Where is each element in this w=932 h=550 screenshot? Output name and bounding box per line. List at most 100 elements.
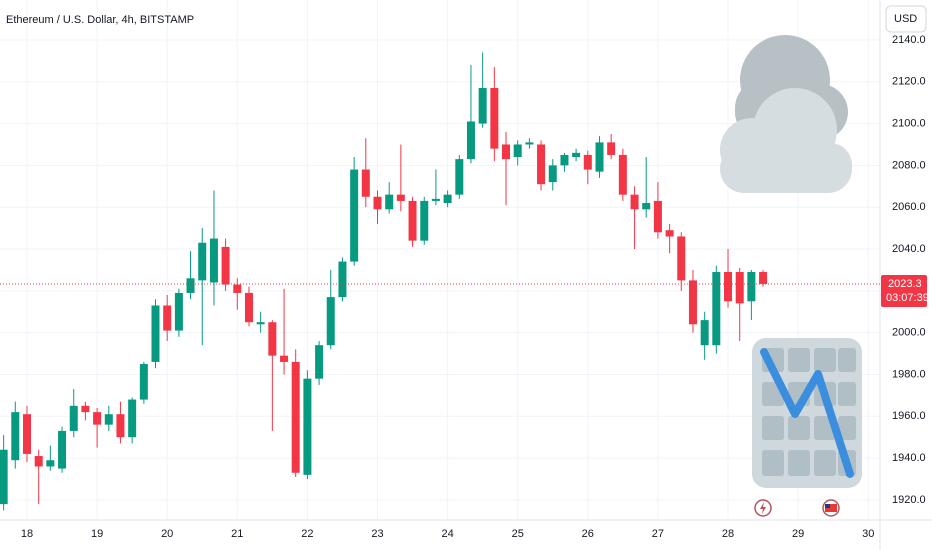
y-tick-label: 2140.0 xyxy=(892,34,926,46)
candle-body xyxy=(34,456,43,467)
x-tick-label: 20 xyxy=(161,528,173,540)
x-tick-label: 21 xyxy=(231,528,243,540)
y-tick-label: 2040.0 xyxy=(892,243,926,255)
candle-body xyxy=(81,405,90,413)
candle-body xyxy=(163,305,172,331)
candle-body xyxy=(537,144,546,185)
cloud-icon xyxy=(720,35,852,193)
candle-body xyxy=(174,292,183,331)
candle-body xyxy=(315,345,324,379)
candle-body xyxy=(478,88,487,124)
y-tick-label: 2080.0 xyxy=(892,159,926,171)
candle-body xyxy=(525,142,534,145)
candle-body xyxy=(268,322,277,356)
candle-body xyxy=(712,272,721,346)
candle-body xyxy=(513,144,522,158)
candle-body xyxy=(373,196,382,210)
x-tick-label: 24 xyxy=(441,528,453,540)
x-tick-label: 30 xyxy=(862,528,874,540)
candle-body xyxy=(700,320,709,346)
candle-body xyxy=(443,194,452,204)
y-tick-label: 1920.0 xyxy=(892,494,926,506)
candle-body xyxy=(128,399,137,438)
candle-body xyxy=(116,414,125,438)
chart-title: Ethereum / U.S. Dollar, 4h, BITSTAMP xyxy=(6,14,194,26)
flag-canton xyxy=(825,504,830,508)
candle-body xyxy=(186,278,195,293)
currency-button[interactable] xyxy=(885,5,927,33)
candle-body xyxy=(0,449,8,505)
candle-body xyxy=(385,194,394,210)
candle-body xyxy=(490,88,499,149)
candle-body xyxy=(93,412,102,425)
candle-body xyxy=(233,284,242,293)
x-tick-label: 29 xyxy=(792,528,804,540)
candle-body xyxy=(198,242,207,281)
candle-body xyxy=(291,361,300,473)
candle-body xyxy=(245,292,254,323)
y-tick-label: 2120.0 xyxy=(892,76,926,88)
y-tick-label: 1980.0 xyxy=(892,368,926,380)
candle-body xyxy=(759,272,768,284)
candle-body xyxy=(548,165,557,183)
y-tick-label: 1940.0 xyxy=(892,452,926,464)
y-tick-label: 2000.0 xyxy=(892,327,926,339)
x-tick-label: 22 xyxy=(301,528,313,540)
candle-body xyxy=(58,430,67,469)
y-tick-label: 2060.0 xyxy=(892,201,926,213)
x-tick-label: 18 xyxy=(21,528,33,540)
candle-body xyxy=(22,414,31,454)
candle-body xyxy=(303,378,312,475)
y-tick-label: 1960.0 xyxy=(892,410,926,422)
candle-body xyxy=(688,280,697,325)
candle-body xyxy=(46,460,55,467)
candle-body xyxy=(677,236,686,281)
candle-body xyxy=(618,154,627,195)
candle-body xyxy=(408,200,417,241)
x-tick-label: 27 xyxy=(652,528,664,540)
candle-body xyxy=(583,154,592,170)
candle-body xyxy=(735,272,744,304)
candle-body xyxy=(280,355,289,362)
candle-body xyxy=(69,405,78,431)
candle-body xyxy=(455,159,464,195)
candle-body xyxy=(209,238,218,283)
candle-body xyxy=(572,152,581,158)
candle-body xyxy=(595,142,604,172)
currency-label[interactable]: USD xyxy=(894,13,917,25)
x-tick-label: 28 xyxy=(722,528,734,540)
countdown-label: 03:07:39 xyxy=(886,292,929,304)
candle-body xyxy=(338,261,347,298)
lightning-glyph xyxy=(760,502,766,514)
x-tick-label: 26 xyxy=(582,528,594,540)
candle-body xyxy=(256,322,265,325)
candle-body xyxy=(747,272,756,302)
last-price-label: 2023.3 xyxy=(888,278,922,290)
candle-body xyxy=(361,169,370,197)
candle-body xyxy=(151,305,160,362)
chart-icon xyxy=(752,338,862,488)
candle-body xyxy=(431,198,440,201)
last-price-box xyxy=(881,274,927,307)
candle-body xyxy=(502,144,511,160)
candle-body xyxy=(396,194,405,201)
x-tick-label: 23 xyxy=(371,528,383,540)
candle-body xyxy=(466,121,475,160)
x-tick-label: 25 xyxy=(512,528,524,540)
candle-body xyxy=(665,230,674,237)
candle-body xyxy=(724,272,733,302)
candle-body xyxy=(560,154,569,166)
x-tick-label: 19 xyxy=(91,528,103,540)
candle-body xyxy=(420,200,429,241)
event-icons xyxy=(754,499,840,517)
candle-body xyxy=(653,200,662,233)
candle-body xyxy=(104,414,113,425)
candle-body xyxy=(221,246,230,285)
candle-body xyxy=(350,169,359,262)
candle-body xyxy=(139,364,148,400)
candle-body xyxy=(326,297,335,346)
candle-body xyxy=(11,412,20,461)
candle-body xyxy=(630,194,639,210)
